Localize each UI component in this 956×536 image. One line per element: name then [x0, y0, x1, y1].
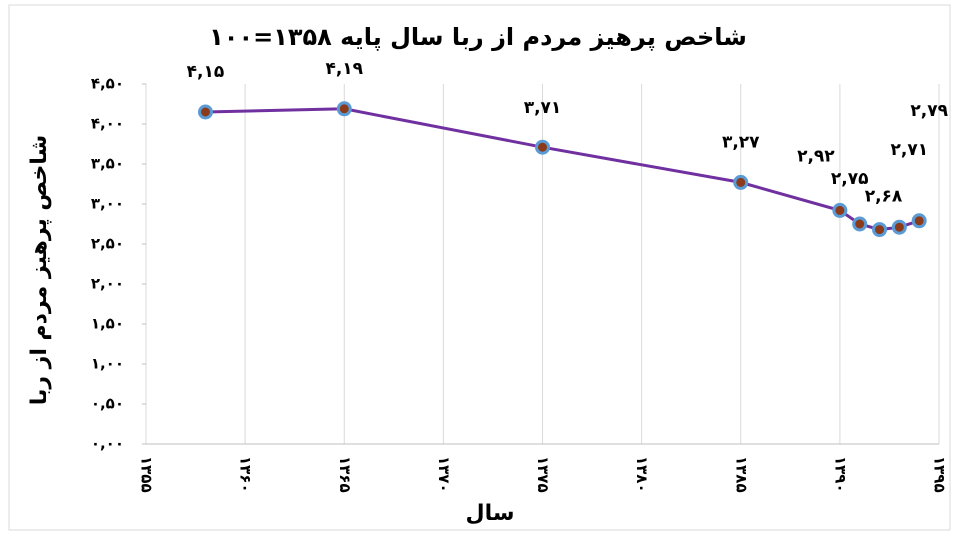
- x-tick-label: ۱۳۸۵: [732, 456, 750, 493]
- y-tick-label: ۴,۵۰: [91, 75, 124, 93]
- data-point: [852, 216, 868, 232]
- data-label: ۲,۹۲: [797, 146, 835, 166]
- y-tick-label: ۴,۰۰: [91, 115, 124, 133]
- data-label: ۳,۲۷: [722, 132, 760, 152]
- x-tick-label: ۱۳۸۰: [633, 456, 651, 493]
- data-label: ۴,۱۵: [187, 62, 225, 82]
- y-tick-label: ۳,۰۰: [91, 195, 124, 213]
- x-tick-label: ۱۳۵۵: [138, 456, 156, 493]
- y-tick-label: ۲,۵۰: [91, 235, 124, 253]
- x-tick-label: ۱۳۹۰: [831, 456, 849, 493]
- data-point: [336, 101, 352, 117]
- x-axis-label: سال: [466, 501, 515, 526]
- data-label: ۳,۷۱: [524, 98, 562, 118]
- data-label: ۲,۷۱: [891, 140, 929, 160]
- y-tick-label: ۳,۵۰: [91, 155, 124, 173]
- data-label: ۲,۷۵: [831, 169, 869, 189]
- data-point: [535, 139, 550, 155]
- y-axis-label: شاخص پرهیز مردم از ربا: [27, 135, 52, 405]
- data-label: ۲,۷۹: [910, 101, 948, 121]
- data-label: ۲,۶۸: [865, 187, 903, 207]
- data-point: [872, 222, 888, 238]
- data-point: [832, 202, 848, 218]
- data-point: [733, 174, 749, 190]
- y-tick-label: ۰,۵۰: [91, 395, 124, 413]
- x-tick-label: ۱۳۶۵: [336, 456, 354, 493]
- data-label: ۴,۱۹: [325, 59, 363, 79]
- data-point: [197, 104, 213, 120]
- x-tick-label: ۱۳۶۰: [237, 456, 255, 493]
- data-point: [891, 219, 907, 235]
- y-tick-label: ۲,۰۰: [91, 275, 124, 293]
- x-tick-label: ۱۳۷۵: [534, 456, 552, 493]
- y-tick-label: ۰,۰۰: [91, 435, 124, 453]
- data-point: [911, 213, 927, 229]
- x-tick-label: ۱۳۹۵: [931, 456, 949, 493]
- chart-border: [8, 4, 951, 531]
- y-tick-label: ۱,۵۰: [91, 315, 124, 333]
- chart-title: شاخص پرهیز مردم از ربا سال پایه ۱۳۵۸=۱۰۰: [209, 23, 747, 51]
- x-tick-label: ۱۳۷۰: [435, 456, 453, 493]
- y-tick-label: ۱,۰۰: [91, 355, 124, 373]
